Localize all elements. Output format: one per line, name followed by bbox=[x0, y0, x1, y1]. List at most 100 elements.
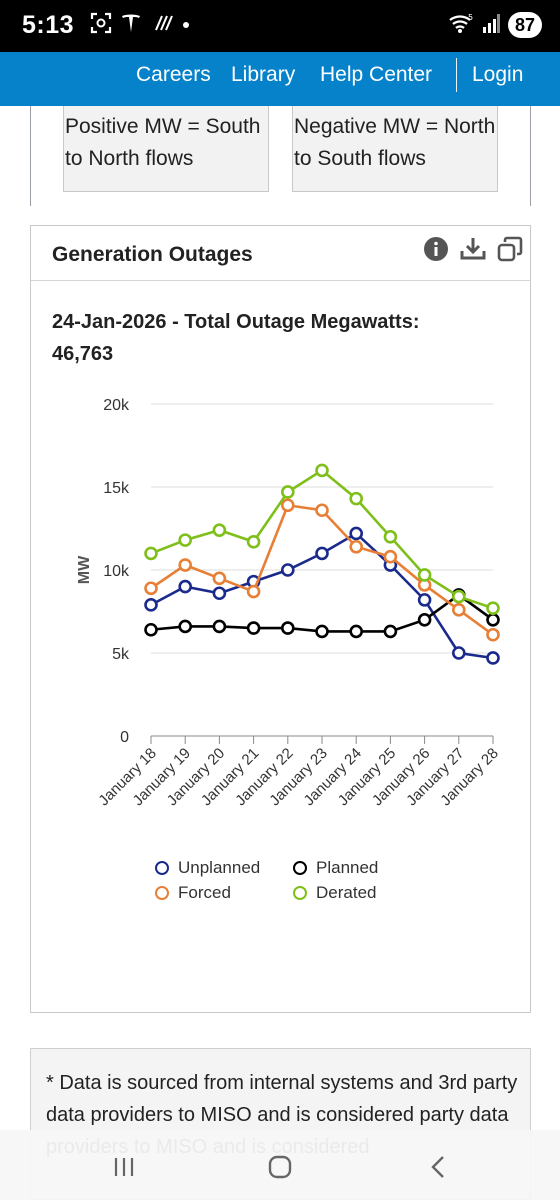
tesla-icon bbox=[120, 12, 142, 39]
data-point-unplanned bbox=[178, 579, 192, 594]
generation-outages-panel: Generation Outages 24-Jan-2026 - Total O… bbox=[30, 225, 531, 1013]
legend-marker bbox=[293, 861, 307, 875]
data-point-unplanned bbox=[144, 598, 158, 612]
panel-header: Generation Outages bbox=[31, 226, 530, 281]
data-point-planned bbox=[486, 613, 500, 627]
data-point-derated bbox=[212, 523, 227, 537]
chart-series bbox=[144, 463, 500, 665]
svg-text:5: 5 bbox=[468, 13, 473, 22]
chart-heading-total: 46,763 bbox=[52, 343, 114, 365]
nav-divider bbox=[456, 58, 457, 92]
hashtag-icon bbox=[150, 12, 174, 39]
y-tick-label: 0 bbox=[120, 729, 129, 746]
data-point-planned bbox=[246, 621, 261, 635]
data-point-unplanned bbox=[349, 526, 364, 541]
legend-item-derated[interactable]: Derated bbox=[293, 881, 376, 905]
chart-grid bbox=[151, 403, 493, 737]
data-point-planned bbox=[417, 613, 432, 627]
legend-label: Derated bbox=[316, 883, 377, 902]
battery-indicator: 87 bbox=[507, 12, 542, 38]
dot-icon bbox=[182, 16, 190, 34]
signal-icon bbox=[482, 13, 500, 38]
info-icon[interactable] bbox=[422, 234, 450, 264]
back-icon[interactable] bbox=[420, 1152, 456, 1182]
legend-item-unplanned[interactable]: Unplanned bbox=[155, 856, 260, 880]
data-point-forced bbox=[212, 571, 227, 586]
data-point-unplanned bbox=[280, 563, 295, 577]
data-point-forced bbox=[178, 558, 192, 572]
positive-flow-note: Positive MW = South to North flows bbox=[63, 106, 269, 192]
y-tick-label: 5k bbox=[112, 646, 130, 663]
nav-careers[interactable]: Careers bbox=[136, 63, 211, 86]
y-tick-label: 20k bbox=[103, 397, 130, 414]
y-axis-label: MW bbox=[76, 555, 93, 584]
data-point-derated bbox=[486, 601, 500, 615]
nav-login[interactable]: Login bbox=[472, 63, 524, 86]
legend-label: Forced bbox=[178, 883, 231, 902]
data-point-derated bbox=[417, 568, 432, 582]
legend-marker bbox=[155, 886, 169, 900]
legend-label: Unplanned bbox=[178, 858, 261, 877]
section-right-rule bbox=[530, 106, 531, 206]
nav-library[interactable]: Library bbox=[231, 63, 296, 86]
data-point-derated bbox=[383, 530, 398, 544]
chart-heading: 24-Jan-2026 - Total Outage Megawatts: 46… bbox=[52, 306, 420, 370]
status-icons-left bbox=[90, 12, 190, 38]
data-point-planned bbox=[315, 624, 329, 639]
panel-title: Generation Outages bbox=[52, 243, 253, 266]
data-point-planned bbox=[349, 624, 364, 639]
data-point-forced bbox=[349, 539, 364, 554]
data-point-forced bbox=[280, 498, 295, 513]
download-icon[interactable] bbox=[459, 234, 487, 264]
data-point-unplanned bbox=[486, 651, 500, 665]
screenshot-icon bbox=[90, 12, 112, 39]
chart-legend: Unplanned Planned Forced Derated bbox=[155, 856, 415, 912]
legend-item-planned[interactable]: Planned bbox=[293, 856, 378, 880]
chart-heading-line1: 24-Jan-2026 - Total Outage Megawatts: bbox=[52, 311, 420, 333]
data-point-forced bbox=[246, 584, 261, 599]
panel-tools bbox=[422, 234, 524, 264]
wifi-icon: 5 bbox=[448, 12, 474, 39]
data-point-derated bbox=[144, 546, 158, 561]
status-time: 5:13 bbox=[22, 11, 75, 39]
series-line-derated bbox=[150, 468, 494, 610]
top-nav: Careers Library Help Center Login bbox=[0, 52, 560, 106]
status-icons-right: 5 87 bbox=[448, 10, 542, 40]
data-point-forced bbox=[144, 581, 158, 596]
legend-label: Planned bbox=[316, 858, 379, 877]
data-point-unplanned bbox=[212, 586, 227, 601]
negative-flow-note: Negative MW = North to South flows bbox=[292, 106, 498, 192]
legend-marker bbox=[155, 861, 169, 875]
system-navigation-bar bbox=[0, 1130, 560, 1200]
nav-help-center[interactable]: Help Center bbox=[320, 63, 433, 86]
data-point-planned bbox=[383, 624, 398, 639]
data-point-planned bbox=[212, 619, 227, 634]
data-point-forced bbox=[486, 627, 500, 642]
home-icon[interactable] bbox=[262, 1152, 298, 1182]
section-left-rule bbox=[30, 106, 31, 206]
recent-apps-icon[interactable] bbox=[106, 1152, 142, 1182]
data-point-forced bbox=[315, 503, 329, 518]
expand-icon[interactable] bbox=[496, 234, 524, 264]
data-point-unplanned bbox=[451, 646, 466, 660]
data-point-derated bbox=[178, 533, 192, 547]
data-point-derated bbox=[315, 463, 329, 478]
legend-item-forced[interactable]: Forced bbox=[155, 881, 231, 905]
legend-marker bbox=[293, 886, 307, 900]
status-bar: 5:13 5 87 bbox=[0, 0, 560, 52]
data-point-forced bbox=[383, 549, 398, 564]
data-point-planned bbox=[178, 619, 192, 634]
data-point-unplanned bbox=[315, 546, 329, 561]
data-point-derated bbox=[349, 491, 364, 506]
data-point-planned bbox=[280, 621, 295, 635]
data-point-derated bbox=[451, 589, 466, 604]
y-tick-label: 10k bbox=[103, 563, 130, 580]
data-point-unplanned bbox=[417, 593, 432, 607]
y-tick-label: 15k bbox=[103, 480, 130, 497]
data-point-forced bbox=[451, 603, 466, 617]
data-point-derated bbox=[280, 485, 295, 499]
data-point-planned bbox=[144, 622, 158, 637]
data-point-derated bbox=[246, 534, 261, 549]
